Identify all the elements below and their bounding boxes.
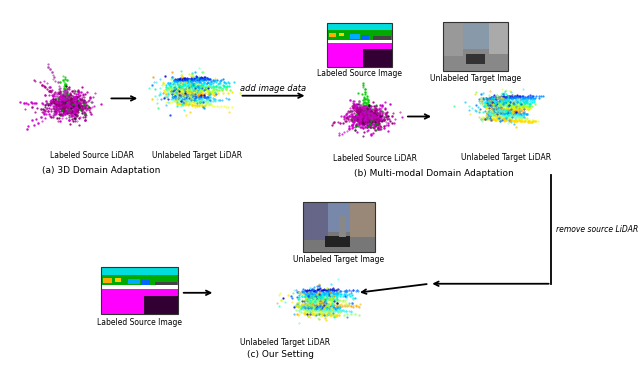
Bar bbox=[363, 49, 392, 67]
Bar bbox=[128, 279, 140, 284]
Bar bbox=[327, 30, 392, 40]
Bar bbox=[101, 289, 178, 314]
Text: Unlabeled Target LiDAR: Unlabeled Target LiDAR bbox=[240, 338, 330, 347]
Bar bbox=[101, 274, 178, 285]
Text: add image data: add image data bbox=[240, 84, 306, 93]
Bar bbox=[327, 23, 392, 67]
Bar bbox=[324, 236, 350, 247]
Bar bbox=[103, 278, 112, 282]
Text: Unlabeled Target Image: Unlabeled Target Image bbox=[294, 255, 385, 264]
Text: Unlabeled Target LiDAR: Unlabeled Target LiDAR bbox=[461, 153, 551, 162]
Bar bbox=[466, 54, 485, 64]
Bar bbox=[101, 267, 178, 274]
Text: Labeled Source LiDAR: Labeled Source LiDAR bbox=[333, 155, 417, 164]
Bar bbox=[443, 21, 508, 49]
Bar bbox=[327, 23, 392, 30]
Bar bbox=[115, 278, 121, 282]
Bar bbox=[155, 282, 177, 285]
Bar bbox=[488, 21, 508, 54]
Text: (b) Multi-modal Domain Adaptation: (b) Multi-modal Domain Adaptation bbox=[354, 169, 514, 178]
Text: (c) Our Setting: (c) Our Setting bbox=[247, 350, 314, 359]
Bar bbox=[350, 202, 375, 237]
Text: Labeled Source LiDAR: Labeled Source LiDAR bbox=[50, 151, 134, 160]
Bar bbox=[350, 34, 360, 38]
Bar bbox=[339, 215, 346, 237]
Bar bbox=[328, 33, 337, 37]
Bar bbox=[327, 43, 392, 67]
Text: (a) 3D Domain Adaptation: (a) 3D Domain Adaptation bbox=[42, 166, 161, 175]
Bar bbox=[303, 202, 375, 252]
Text: Unlabeled Target LiDAR: Unlabeled Target LiDAR bbox=[152, 151, 242, 160]
Bar bbox=[303, 232, 375, 252]
Bar bbox=[339, 33, 344, 37]
Bar bbox=[361, 35, 369, 40]
Bar bbox=[443, 21, 463, 57]
Text: Unlabeled Target Image: Unlabeled Target Image bbox=[430, 74, 521, 83]
Bar bbox=[143, 296, 178, 314]
Text: remove source LiDAR: remove source LiDAR bbox=[556, 225, 638, 234]
Text: Labeled Source Image: Labeled Source Image bbox=[97, 318, 182, 327]
Bar bbox=[373, 37, 391, 40]
Bar bbox=[101, 267, 178, 314]
Bar bbox=[443, 49, 508, 71]
Bar bbox=[141, 280, 150, 285]
Text: Labeled Source Image: Labeled Source Image bbox=[317, 69, 403, 78]
Bar bbox=[303, 202, 375, 232]
Bar bbox=[443, 21, 508, 71]
Bar bbox=[303, 202, 328, 240]
